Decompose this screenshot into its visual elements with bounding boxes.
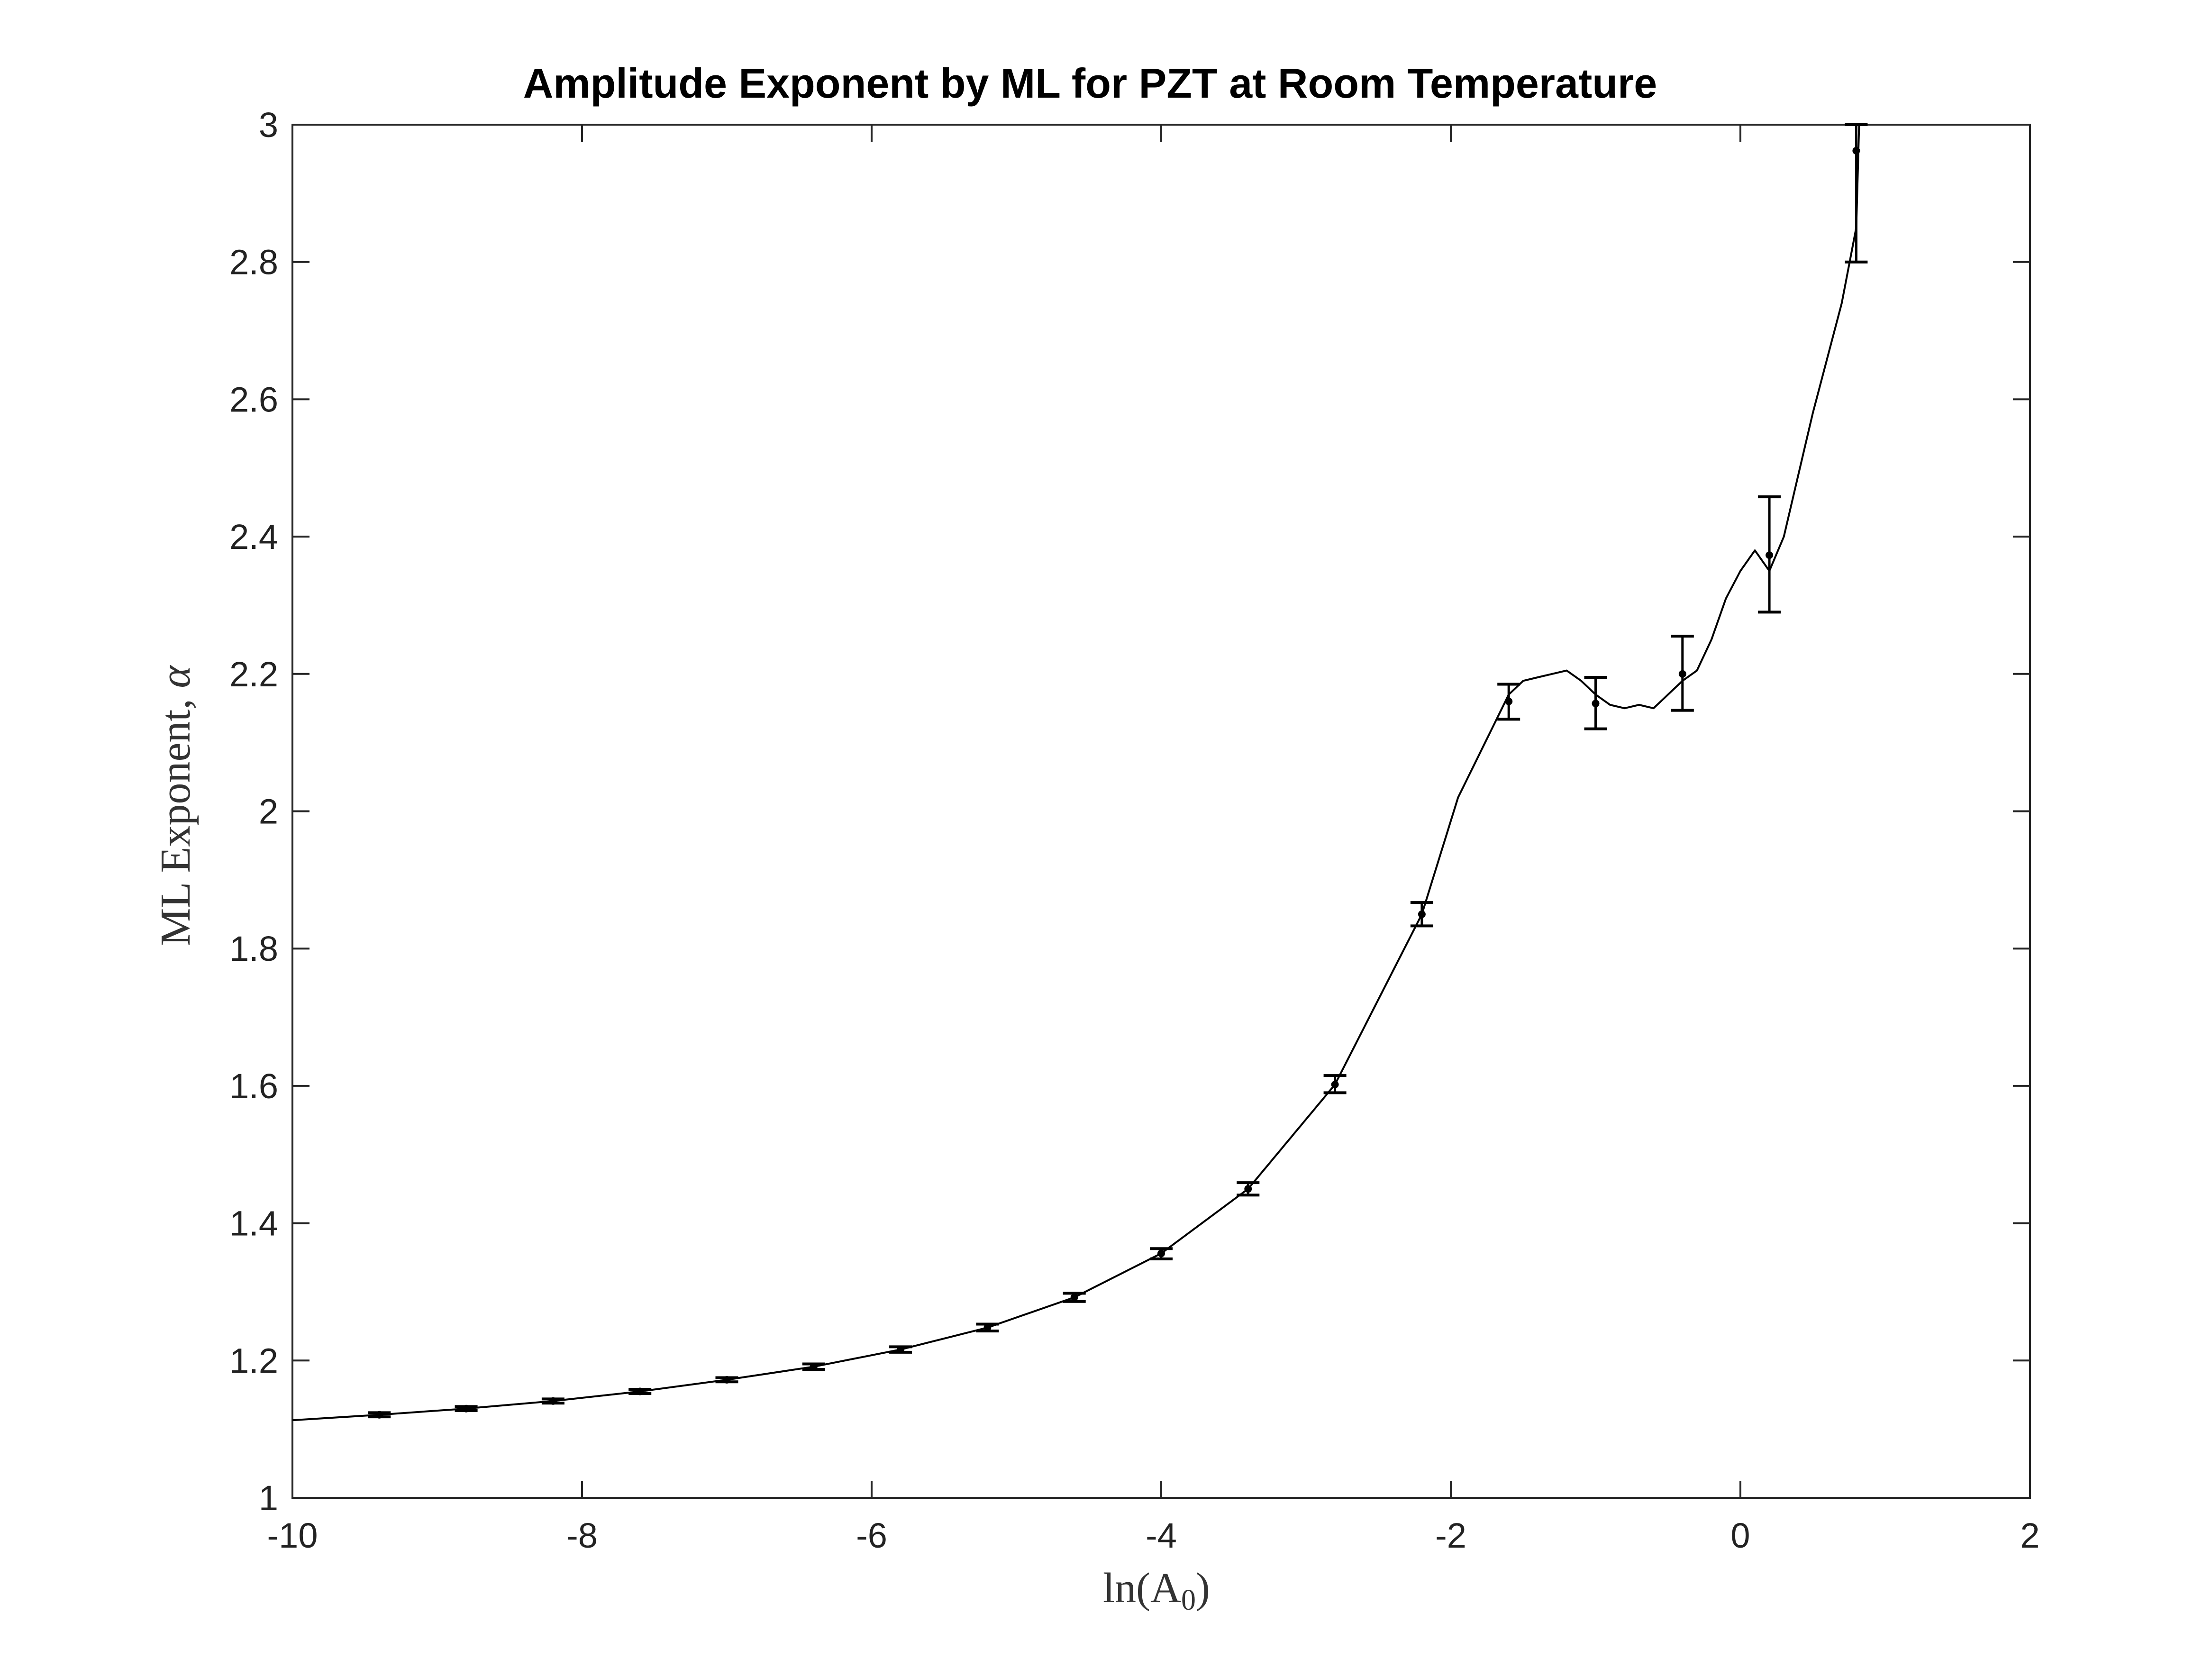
y-tick-label: 2.6 (229, 380, 278, 419)
error-bar (1063, 1292, 1086, 1303)
data-point (1678, 670, 1686, 678)
x-tick-label: -10 (267, 1516, 318, 1555)
y-tick-label: 1 (259, 1478, 278, 1518)
y-axis: 1 1.2 1.4 1.6 1.8 2 2.2 2.4 2.6 2.8 3 (229, 105, 2030, 1518)
error-bar (1497, 683, 1520, 721)
error-bar (889, 1345, 912, 1354)
x-tick-label: 2 (2020, 1516, 2039, 1555)
x-tick-label: 0 (1730, 1516, 1750, 1555)
error-bar (1758, 495, 1781, 614)
error-bar (1237, 1181, 1260, 1197)
x-axis: -10 -8 -6 -4 -2 0 2 (267, 125, 2040, 1555)
data-point (1244, 1185, 1252, 1193)
x-axis-label-sub: 0 (1181, 1584, 1196, 1616)
x-axis-label-main: ln(A (1103, 1565, 1181, 1612)
y-axis-label: ML Exponent, α (152, 665, 199, 946)
x-axis-label: ln(A0) (1103, 1565, 1210, 1616)
error-bar (1845, 123, 1868, 264)
data-point (1852, 147, 1860, 155)
error-bar (1150, 1247, 1173, 1260)
y-tick-label: 2 (259, 792, 278, 831)
y-tick-label: 1.6 (229, 1066, 278, 1106)
series-line (292, 124, 1860, 1422)
error-bar (1410, 901, 1433, 928)
data-point (1592, 700, 1600, 708)
y-axis-label-symbol: α (152, 665, 199, 688)
y-axis-label-main: ML Exponent, (152, 688, 199, 946)
series-layer (292, 123, 1868, 1422)
data-point (636, 1387, 644, 1395)
error-bar (976, 1322, 999, 1333)
x-tick-label: -6 (856, 1516, 887, 1555)
data-point (897, 1346, 905, 1354)
x-tick-label: -4 (1146, 1516, 1177, 1555)
data-point (983, 1323, 992, 1331)
data-point (1070, 1294, 1078, 1302)
error-bar (368, 1411, 391, 1419)
plot-area (291, 124, 2031, 1499)
error-bar (455, 1404, 478, 1413)
error-bar (802, 1362, 825, 1371)
data-point (549, 1397, 557, 1405)
y-tick-label: 3 (259, 105, 278, 145)
error-bar (541, 1397, 564, 1405)
error-bar (715, 1376, 738, 1384)
chart-title: Amplitude Exponent by ML for PZT at Room… (523, 60, 1657, 107)
data-point (1157, 1249, 1165, 1258)
data-point (723, 1376, 731, 1384)
data-point (1418, 910, 1426, 918)
data-point (462, 1404, 470, 1413)
data-point (810, 1363, 818, 1371)
x-tick-label: -2 (1435, 1516, 1466, 1555)
y-tick-label: 2.4 (229, 517, 278, 556)
y-tick-label: 1.2 (229, 1341, 278, 1380)
data-point (1766, 551, 1774, 559)
data-point (375, 1411, 383, 1419)
error-bar (628, 1387, 652, 1395)
error-bar (1323, 1074, 1347, 1094)
plot-frame (291, 124, 2031, 1499)
y-tick-label: 1.4 (229, 1204, 278, 1243)
error-bar (1584, 676, 1607, 730)
error-bar (1671, 635, 1694, 712)
y-tick-label: 2.2 (229, 655, 278, 694)
y-tick-label: 1.8 (229, 929, 278, 968)
y-tick-label: 2.8 (229, 243, 278, 282)
x-tick-label: -8 (566, 1516, 598, 1555)
data-point (1331, 1081, 1339, 1089)
x-axis-label-close: ) (1196, 1565, 1210, 1612)
data-point (1505, 697, 1513, 705)
